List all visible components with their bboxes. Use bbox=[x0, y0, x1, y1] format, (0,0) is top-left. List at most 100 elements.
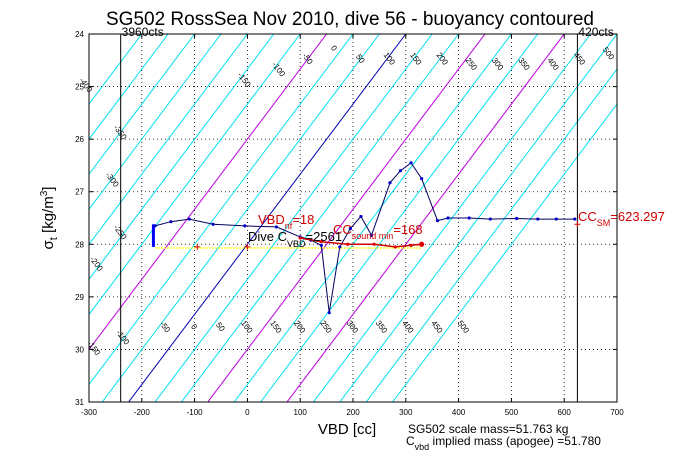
x-tick-label: 100 bbox=[294, 408, 308, 417]
contour-line-magenta bbox=[89, 34, 327, 351]
profile-point bbox=[435, 219, 440, 223]
dive-cvbd-value: =2561 bbox=[306, 229, 343, 244]
axis-ticks: -300 -200 -100 0 100 200 300 400 500 600 700242526… bbox=[75, 30, 624, 417]
contour-line-cyan bbox=[154, 34, 433, 402]
profile-point bbox=[398, 169, 403, 173]
y-tick-label: 26 bbox=[75, 135, 84, 144]
y-tick-label: 25 bbox=[75, 83, 84, 92]
profile-point bbox=[420, 176, 424, 181]
contour-line-magenta bbox=[286, 34, 565, 402]
footer-implied-mass: Cvbd implied mass (apogee) =51.780 bbox=[406, 434, 601, 452]
cc-sm-sub: SM bbox=[597, 218, 611, 228]
y-label-units: [kg/m bbox=[40, 196, 57, 237]
profile-point bbox=[327, 311, 331, 315]
vbd-nf-sub: nf bbox=[285, 221, 293, 231]
red-point bbox=[409, 243, 413, 247]
contour-line-cyan bbox=[89, 34, 248, 246]
profile-point bbox=[388, 181, 392, 185]
density-profile bbox=[151, 161, 577, 315]
contour-line-magenta bbox=[207, 34, 486, 402]
profile-point bbox=[536, 217, 540, 221]
cc-sm-annotation: CCSM=623.297 bbox=[578, 209, 665, 228]
profile-point bbox=[515, 216, 519, 221]
y-tick-label: 28 bbox=[75, 240, 84, 249]
contour-line-cyan bbox=[89, 34, 143, 105]
x-axis-label: VBD [cc] bbox=[318, 421, 376, 438]
profile-point bbox=[211, 222, 215, 226]
vbd-nf-annotation: VBDnf=18 bbox=[258, 212, 314, 231]
cc-sm-value: =623.297 bbox=[610, 209, 665, 224]
profile-point bbox=[488, 217, 492, 221]
contour-line-cyan bbox=[89, 34, 275, 281]
contour-label: 0 bbox=[329, 44, 339, 53]
dive-cvbd-sub: VBD bbox=[287, 239, 306, 249]
y-tick-label: 30 bbox=[75, 345, 84, 354]
x-tick-label: -100 bbox=[187, 408, 204, 417]
profile-point bbox=[348, 226, 352, 231]
y-axis-label: σt [kg/m3] bbox=[39, 187, 60, 250]
y-label-units-end: ] bbox=[40, 187, 57, 191]
x-tick-label: -300 bbox=[81, 408, 98, 417]
y-label-units-sup: 3 bbox=[39, 190, 50, 196]
vbd-limit-lines: 3960cts 420cts bbox=[120, 25, 614, 402]
footer-c-sub: vbd bbox=[415, 442, 430, 452]
contour-line-cyan bbox=[89, 34, 354, 386]
vbd-limit-label: 3960cts bbox=[122, 25, 164, 39]
x-tick-label: 500 bbox=[505, 408, 519, 417]
red-plus-marker bbox=[574, 221, 581, 228]
contour-label: 0 bbox=[189, 322, 199, 331]
cc-sound-min-value: =168 bbox=[393, 222, 422, 237]
chart-title: SG502 RossSea Nov 2010, dive 56 - buoyan… bbox=[106, 9, 594, 30]
contour-line-cyan bbox=[392, 103, 617, 402]
footer-scale-mass: SG502 scale mass=51.763 kg bbox=[408, 422, 568, 436]
x-tick-label: 200 bbox=[346, 408, 360, 417]
red-point bbox=[346, 242, 350, 246]
contour-line-cyan bbox=[181, 34, 459, 402]
contour-line-cyan bbox=[365, 68, 617, 402]
cc-sound-min-annotation: CCsound min=168 bbox=[333, 222, 423, 241]
contour-line-cyan bbox=[233, 34, 512, 402]
profile-point bbox=[409, 161, 413, 165]
vbd-nf-main: VBD bbox=[258, 212, 285, 227]
footer-c-rest: implied mass (apogee) =51.780 bbox=[429, 434, 601, 448]
red-point bbox=[319, 240, 323, 244]
y-tick-label: 24 bbox=[75, 30, 84, 39]
profile-point bbox=[359, 214, 363, 219]
profile-line bbox=[154, 162, 575, 313]
x-tick-label: 0 bbox=[245, 408, 250, 417]
red-point bbox=[393, 245, 397, 249]
vbd-nf-value: =18 bbox=[292, 212, 314, 227]
contour-line-cyan bbox=[89, 34, 222, 211]
profile-point bbox=[446, 216, 450, 220]
dive-cvbd-main: Dive C bbox=[248, 229, 287, 244]
profile-point bbox=[369, 233, 374, 237]
buoyancy-contours bbox=[89, 34, 617, 402]
red-point bbox=[298, 236, 302, 240]
contour-line-cyan bbox=[89, 34, 195, 176]
profile-point bbox=[338, 245, 342, 249]
profile-point bbox=[573, 217, 577, 221]
contour-line-cyan bbox=[89, 34, 169, 140]
profile-point bbox=[153, 224, 157, 228]
x-tick-label: 600 bbox=[558, 408, 572, 417]
red-plus-marker bbox=[244, 243, 251, 250]
contour-line-cyan bbox=[89, 34, 301, 316]
profile-point bbox=[274, 225, 279, 229]
y-tick-label: 31 bbox=[75, 398, 84, 407]
x-tick-label: 700 bbox=[610, 408, 624, 417]
x-tick-label: 300 bbox=[399, 408, 413, 417]
vbd-limit-label: 420cts bbox=[578, 25, 613, 39]
red-markers bbox=[194, 221, 581, 250]
dive-cvbd-annotation: Dive CVBD=2561 bbox=[248, 229, 342, 249]
red-point bbox=[372, 242, 376, 246]
x-tick-label: 400 bbox=[452, 408, 466, 417]
contour-line-cyan bbox=[101, 34, 380, 402]
contour-line-blue bbox=[128, 34, 407, 402]
profile-point bbox=[554, 217, 558, 221]
contour-line-cyan bbox=[260, 34, 539, 402]
profile-point bbox=[243, 224, 247, 228]
profile-point bbox=[467, 216, 471, 220]
cc-sm-main: CC bbox=[578, 209, 597, 224]
cc-sound-min-main: CC bbox=[333, 222, 352, 237]
